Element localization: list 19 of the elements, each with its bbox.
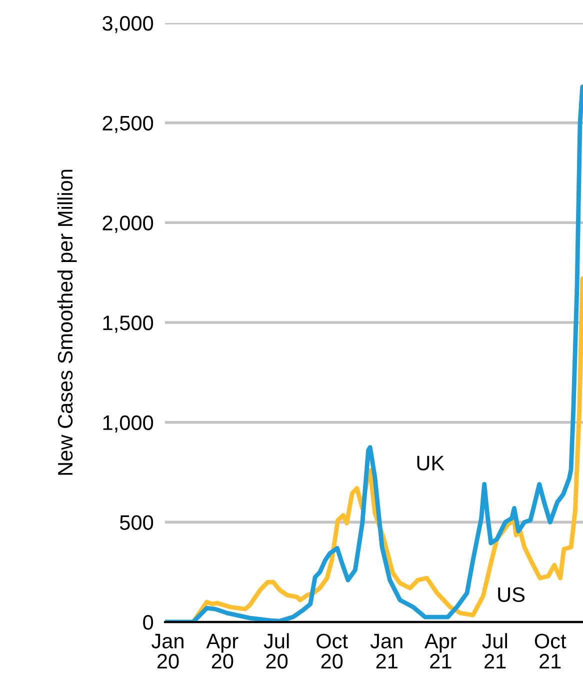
x-tick-label: Oct 21 [534, 634, 566, 668]
line-series [164, 84, 583, 622]
x-tick-label: Jan 21 [370, 634, 402, 668]
y-tick-label: 0 [143, 615, 154, 630]
x-tick-label: Apr 20 [206, 634, 238, 669]
y-tick-label: 1,500 [103, 316, 154, 333]
text: UK [417, 456, 444, 470]
y-axis-title: New Cases Smoothed per Million [57, 170, 77, 475]
y-tick-label: 1,000 [103, 415, 154, 433]
x-tick-label: Jul 20 [264, 633, 289, 669]
y-tick-label: 2,500 [102, 116, 154, 134]
y-tick-label: 2,000 [102, 216, 154, 233]
x-tick-label: Jan 20 [152, 634, 184, 669]
series-label: US [498, 587, 525, 602]
y-tick-label: 3,000 [102, 16, 154, 34]
x-tick-label: Jul 21 [482, 633, 508, 668]
y-tick-label: 500 [120, 515, 154, 530]
x-tick-label: Apr 21 [424, 634, 457, 668]
x-tick-label: Oct 20 [316, 634, 348, 669]
